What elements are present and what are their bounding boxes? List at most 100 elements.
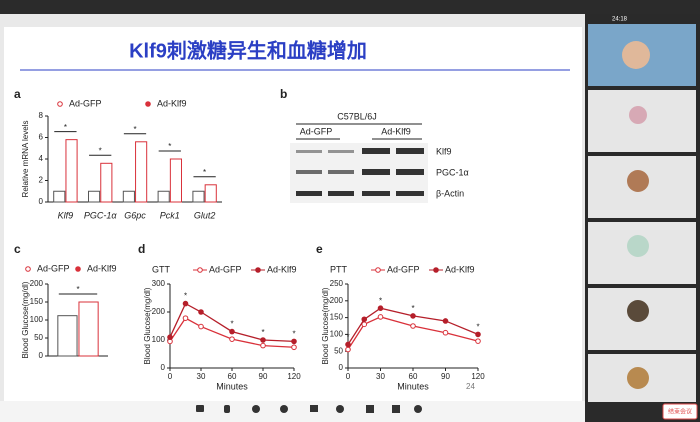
x-tick-label: PGC-1α bbox=[84, 210, 118, 220]
marker bbox=[345, 346, 351, 353]
x-tick-label: Pck1 bbox=[160, 210, 180, 220]
significance: * bbox=[230, 320, 233, 329]
panel-label: c bbox=[14, 242, 21, 256]
y-tick-label: 6 bbox=[39, 133, 44, 142]
legend-label: Ad-GFP bbox=[387, 264, 420, 274]
slide bbox=[4, 27, 582, 401]
bar bbox=[78, 301, 99, 357]
y-tick-label: 2 bbox=[39, 176, 44, 185]
marker bbox=[410, 313, 416, 319]
avatar bbox=[627, 235, 649, 257]
panel-label: b bbox=[280, 87, 287, 101]
y-tick-label: 0 bbox=[161, 363, 166, 372]
marker bbox=[442, 318, 449, 324]
x-tick-label: G6pc bbox=[124, 210, 146, 220]
page-number: 24 bbox=[466, 382, 475, 391]
marker bbox=[410, 323, 416, 329]
marker bbox=[361, 316, 368, 323]
legend-marker bbox=[375, 267, 381, 273]
group-label: Ad-GFP bbox=[300, 126, 333, 136]
panel-label: a bbox=[14, 87, 21, 101]
significance: * bbox=[203, 168, 206, 177]
x-tick-label: 120 bbox=[471, 372, 485, 381]
significance: * bbox=[168, 142, 171, 151]
marker bbox=[260, 337, 266, 343]
y-tick-label: 8 bbox=[39, 111, 44, 120]
marker bbox=[345, 341, 351, 348]
marker bbox=[229, 336, 235, 342]
marker bbox=[167, 334, 173, 341]
y-tick-label: 200 bbox=[30, 279, 44, 288]
marker bbox=[377, 314, 384, 320]
y-tick-label: 150 bbox=[330, 313, 344, 322]
x-tick-label: 60 bbox=[228, 372, 237, 381]
x-tick-label: 30 bbox=[197, 372, 206, 381]
marker bbox=[182, 315, 189, 321]
speaker-face bbox=[622, 41, 650, 69]
protein-label: PGC-1α bbox=[436, 167, 469, 177]
marker bbox=[198, 323, 204, 330]
bar bbox=[135, 141, 148, 203]
marker bbox=[182, 300, 189, 307]
series-line bbox=[347, 316, 479, 350]
bar bbox=[122, 190, 135, 203]
y-axis-label: Blood Glucose(mg/dl) bbox=[21, 281, 30, 358]
y-axis-label: Relative mRNA levels bbox=[21, 121, 30, 198]
panel-label: d bbox=[138, 242, 145, 256]
legend-label: Ad-Klf9 bbox=[445, 264, 475, 274]
bar bbox=[169, 158, 182, 203]
end-button[interactable] bbox=[662, 403, 698, 420]
marker bbox=[475, 338, 481, 344]
y-tick-label: 50 bbox=[34, 333, 43, 342]
bar bbox=[88, 190, 101, 203]
bar bbox=[192, 190, 205, 203]
significance: * bbox=[346, 333, 349, 342]
legend-marker bbox=[75, 266, 81, 272]
bar bbox=[204, 184, 217, 203]
panel-label: e bbox=[316, 242, 323, 256]
series-line bbox=[169, 302, 295, 343]
significance: * bbox=[261, 328, 264, 337]
significance: * bbox=[76, 285, 79, 294]
toolbar bbox=[0, 401, 585, 422]
end-button-label[interactable]: 结束会议 bbox=[668, 408, 692, 416]
marker bbox=[442, 329, 449, 336]
x-tick-label: 90 bbox=[259, 372, 268, 381]
y-tick-label: 250 bbox=[330, 279, 344, 288]
avatar bbox=[627, 367, 649, 389]
marker bbox=[291, 344, 297, 351]
significance: * bbox=[99, 146, 102, 155]
marker bbox=[260, 342, 266, 349]
legend-marker bbox=[197, 267, 203, 273]
x-tick-label: 30 bbox=[376, 372, 385, 381]
marker bbox=[291, 338, 297, 345]
legend-marker bbox=[145, 101, 151, 107]
toolbar-icons[interactable] bbox=[196, 405, 422, 413]
significance: * bbox=[133, 125, 136, 134]
x-tick-label: 0 bbox=[346, 372, 351, 381]
marker bbox=[229, 328, 235, 335]
y-tick-label: 50 bbox=[334, 346, 343, 355]
series-line bbox=[347, 307, 479, 345]
avatar bbox=[629, 106, 647, 124]
y-tick-label: 0 bbox=[39, 197, 44, 206]
marker bbox=[377, 305, 384, 311]
y-axis-label: Blood Glucose(mg/dl) bbox=[143, 287, 152, 364]
y-tick-label: 100 bbox=[330, 330, 344, 339]
legend-label: Ad-GFP bbox=[69, 98, 102, 108]
y-tick-label: 100 bbox=[152, 335, 166, 344]
bar bbox=[53, 190, 66, 203]
legend-marker bbox=[25, 266, 31, 272]
significance: * bbox=[411, 304, 414, 313]
protein-label: β-Actin bbox=[436, 188, 464, 198]
legend-marker bbox=[255, 267, 261, 273]
y-tick-label: 200 bbox=[152, 307, 166, 316]
significance: * bbox=[292, 330, 295, 339]
legend-marker bbox=[433, 267, 439, 273]
legend-label: Ad-GFP bbox=[37, 263, 70, 273]
x-tick-label: 0 bbox=[168, 372, 173, 381]
significance: * bbox=[379, 296, 382, 305]
y-tick-label: 100 bbox=[30, 315, 44, 324]
